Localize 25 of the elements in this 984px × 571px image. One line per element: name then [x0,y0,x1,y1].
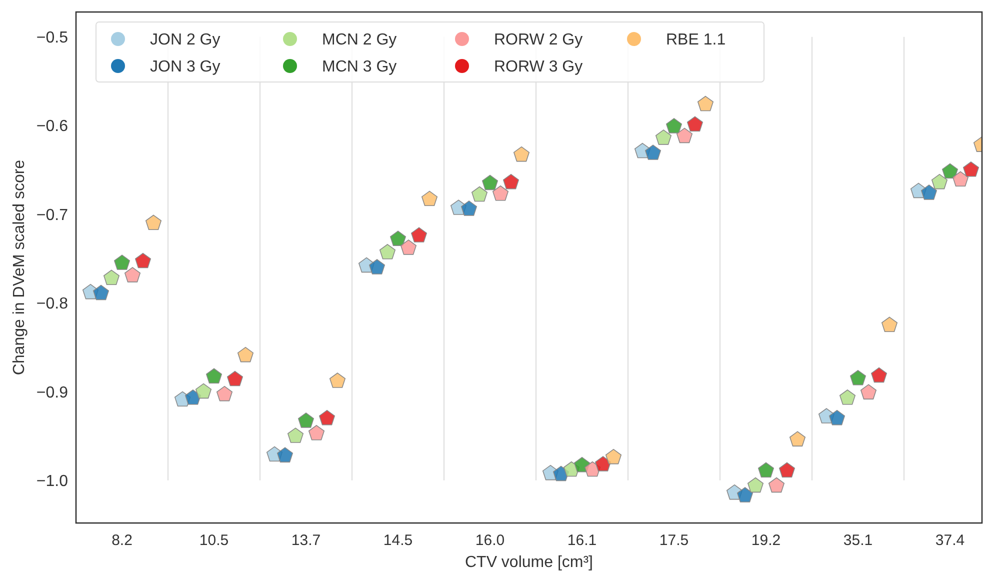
y-axis-title: Change in DVeM scaled score [11,160,28,376]
legend-label: JON 2 Gy [150,32,220,49]
x-tick-label: 19.2 [751,532,781,549]
y-tick-label: −0.5 [36,29,68,46]
x-tick-label: 16.0 [475,532,505,549]
y-tick-label: −0.9 [36,384,68,402]
x-tick-label: 10.5 [199,532,229,549]
legend-label: RBE 1.1 [666,32,726,49]
x-tick-label: 13.7 [291,532,321,549]
x-axis-title: CTV volume [cm³] [464,554,594,571]
legend-label: MCN 2 Gy [322,32,397,49]
y-tick-label: −0.7 [36,206,68,224]
x-tick-label: 8.2 [112,532,132,549]
x-tick-label: 35.1 [843,532,873,549]
legend-label: MCN 3 Gy [322,58,397,76]
legend-label: RORW 3 Gy [494,58,583,76]
legend-label: RORW 2 Gy [494,32,583,49]
y-tick-label: −0.8 [36,296,68,313]
y-tick-label: −0.6 [36,118,68,136]
x-tick-label: 17.5 [659,532,689,549]
y-tick-label: −1.0 [36,473,68,490]
x-tick-label: 14.5 [383,532,413,549]
x-tick-label: 37.4 [935,532,965,549]
x-tick-label: 16.1 [567,532,597,549]
legend-label: JON 3 Gy [150,58,220,76]
